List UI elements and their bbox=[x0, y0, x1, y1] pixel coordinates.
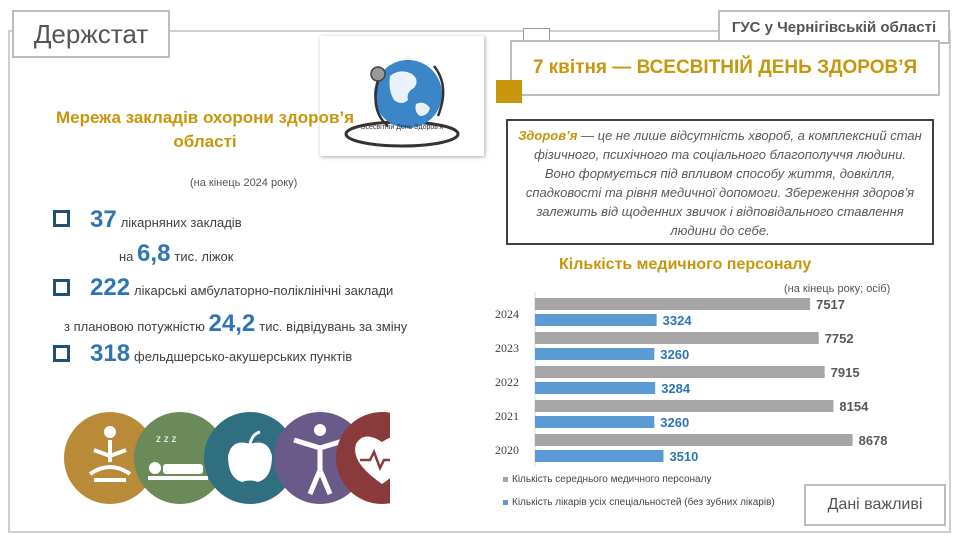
stat-capacity: з плановою потужністю 24,2 тис. відвідува… bbox=[64, 310, 407, 338]
definition-term: Здоров’я bbox=[518, 128, 578, 143]
stat-beds-value: 6,8 bbox=[137, 240, 171, 267]
stat-capacity-value: 24,2 bbox=[208, 310, 256, 337]
data-label: 7752 bbox=[825, 331, 854, 346]
network-title: Мережа закладів охорони здоров’я області bbox=[55, 108, 355, 151]
stat-hospitals: 37 лікарняних закладів bbox=[90, 206, 242, 234]
data-label: 3510 bbox=[669, 449, 698, 464]
bar-nurses bbox=[535, 434, 853, 446]
y-tick-label: 2024 bbox=[495, 307, 519, 321]
stat-fap: 318 фельдшерсько-акушерських пунктів bbox=[90, 340, 352, 368]
important-data-button[interactable]: Дані важливі bbox=[804, 484, 946, 526]
stat-beds-prefix: на bbox=[119, 249, 134, 264]
bar-doctors bbox=[535, 450, 664, 462]
apple-icon bbox=[204, 412, 296, 504]
stat-clinics-label: лікарські амбулаторно-поліклінічні закла… bbox=[134, 283, 394, 298]
legend-swatch-blue bbox=[503, 500, 508, 505]
data-label: 3260 bbox=[660, 415, 689, 430]
stat-clinics: 222 лікарські амбулаторно-поліклінічні за… bbox=[90, 274, 393, 302]
bar-doctors bbox=[535, 348, 655, 360]
y-tick-label: 2021 bbox=[495, 409, 519, 423]
svg-text:z z z: z z z bbox=[156, 434, 177, 445]
sleep-icon: z z z bbox=[134, 412, 226, 504]
page-frame bbox=[8, 30, 951, 533]
health-definition: Здоров’я — це не лише відсутність хвороб… bbox=[506, 119, 934, 245]
logo-text: Всесвітній День Здоров'я bbox=[361, 123, 443, 131]
staff-bar-chart: 2024 7517 3324 2023 7752 3260 2022 7915 3284 2021… bbox=[495, 292, 888, 467]
stat-beds: на 6,8 тис. ліжок bbox=[119, 240, 233, 268]
bar-doctors bbox=[535, 382, 656, 394]
yoga-icon bbox=[64, 412, 156, 504]
data-label: 7915 bbox=[831, 365, 860, 380]
data-label: 8154 bbox=[839, 399, 869, 414]
stat-capacity-label: тис. відвідувань за зміну bbox=[259, 319, 408, 334]
health-icons: z z z bbox=[60, 410, 428, 513]
bar-nurses bbox=[535, 400, 834, 412]
data-label: 8678 bbox=[859, 433, 888, 448]
definition-text: — це не лише відсутність хвороб, а компл… bbox=[525, 128, 922, 238]
legend-swatch-gray bbox=[503, 477, 508, 482]
y-tick-label: 2020 bbox=[495, 443, 519, 457]
checkbox-icon bbox=[53, 279, 70, 296]
stat-clinics-value: 222 bbox=[90, 274, 131, 301]
data-label: 7517 bbox=[816, 297, 845, 312]
stat-beds-label: тис. ліжок bbox=[174, 249, 234, 264]
checkbox-icon bbox=[53, 210, 70, 227]
bar-doctors bbox=[535, 314, 657, 326]
page-title: 7 квітня — ВСЕСВІТНІЙ ДЕНЬ ЗДОРОВ’Я bbox=[510, 40, 940, 96]
legend-label-nurses: Кількість середнього медичного персоналу bbox=[512, 474, 712, 485]
legend-item-nurses: Кількість середнього медичного персоналу bbox=[503, 474, 711, 485]
data-label: 3284 bbox=[661, 381, 691, 396]
y-tick-label: 2023 bbox=[495, 341, 519, 355]
bar-nurses bbox=[535, 366, 825, 378]
legend-item-doctors: Кількість лікарів усіх спеціальностей (б… bbox=[503, 497, 775, 508]
data-label: 3260 bbox=[660, 347, 689, 362]
legend-label-doctors: Кількість лікарів усіх спеціальностей (б… bbox=[512, 497, 775, 508]
chart-title: Кількість медичного персоналу bbox=[559, 256, 812, 273]
bar-nurses bbox=[535, 298, 811, 310]
bar-doctors bbox=[535, 416, 655, 428]
chart-note: (на кінець року; осіб) bbox=[784, 283, 891, 295]
office-name: ГУС у Чернігівській області bbox=[718, 10, 950, 44]
checkbox-icon bbox=[53, 345, 70, 362]
brand-logo: Держстат bbox=[12, 10, 170, 58]
stat-hospitals-value: 37 bbox=[90, 206, 117, 233]
world-health-day-logo: Всесвітній День Здоров'я bbox=[320, 36, 484, 156]
bar-nurses bbox=[535, 332, 819, 344]
decor-square-gold bbox=[496, 80, 522, 103]
stat-fap-value: 318 bbox=[90, 340, 131, 367]
y-tick-label: 2022 bbox=[495, 375, 519, 389]
stat-fap-label: фельдшерсько-акушерських пунктів bbox=[134, 349, 353, 364]
network-note: (на кінець 2024 року) bbox=[190, 177, 298, 189]
stat-hospitals-label: лікарняних закладів bbox=[120, 215, 242, 230]
stat-capacity-prefix: з плановою потужністю bbox=[64, 319, 205, 334]
data-label: 3324 bbox=[663, 313, 693, 328]
